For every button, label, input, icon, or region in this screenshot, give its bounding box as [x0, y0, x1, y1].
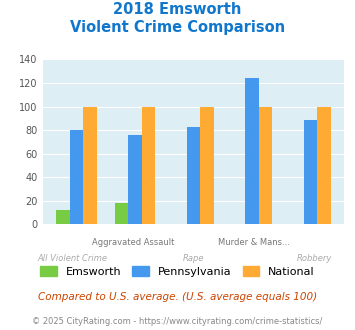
Bar: [187, 127, 200, 224]
Text: Compared to U.S. average. (U.S. average equals 100): Compared to U.S. average. (U.S. average …: [38, 292, 317, 302]
Bar: [245, 78, 259, 224]
Text: Robbery: Robbery: [296, 254, 332, 263]
Text: Violent Crime Comparison: Violent Crime Comparison: [70, 20, 285, 35]
Legend: Emsworth, Pennsylvania, National: Emsworth, Pennsylvania, National: [36, 261, 320, 281]
Bar: [304, 119, 317, 224]
Text: Rape: Rape: [183, 254, 204, 263]
Text: 2018 Emsworth: 2018 Emsworth: [113, 2, 242, 16]
Bar: [115, 203, 128, 224]
Bar: [200, 107, 214, 224]
Text: All Violent Crime: All Violent Crime: [38, 254, 108, 263]
Bar: [142, 107, 155, 224]
Bar: [70, 130, 83, 224]
Bar: [317, 107, 331, 224]
Text: © 2025 CityRating.com - https://www.cityrating.com/crime-statistics/: © 2025 CityRating.com - https://www.city…: [32, 317, 323, 326]
Bar: [128, 135, 142, 224]
Bar: [83, 107, 97, 224]
Bar: [56, 210, 70, 224]
Text: Murder & Mans...: Murder & Mans...: [218, 238, 290, 247]
Text: Aggravated Assault: Aggravated Assault: [92, 238, 174, 247]
Bar: [259, 107, 272, 224]
